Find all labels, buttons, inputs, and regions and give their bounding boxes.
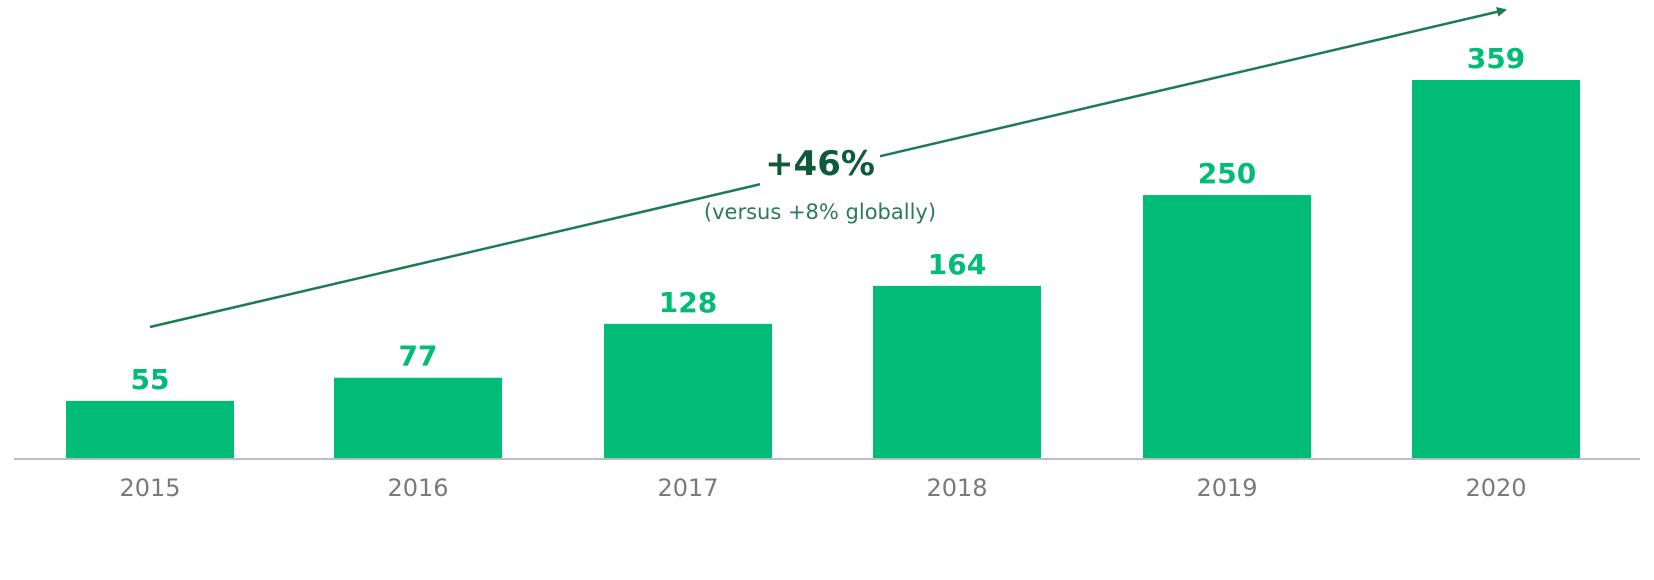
bar-2019 — [1143, 195, 1311, 459]
value-label-2017: 128 — [659, 286, 717, 319]
x-tick-label-2019: 2019 — [1196, 474, 1257, 502]
bars-group — [66, 80, 1580, 459]
x-tick-label-2016: 2016 — [387, 474, 448, 502]
bar-2017 — [604, 323, 772, 459]
growth-annotation: +46% (versus +8% globally) — [149, 6, 1507, 329]
x-tick-label-2015: 2015 — [119, 474, 180, 502]
x-tick-label-2017: 2017 — [657, 474, 718, 502]
bar-2020 — [1412, 80, 1580, 459]
labels-group: 55 2015 77 2016 128 2017 164 2018 250 2019 359 2020 — [119, 42, 1526, 502]
value-label-2020: 359 — [1467, 42, 1525, 75]
value-label-2019: 250 — [1198, 157, 1256, 190]
bar-2015 — [66, 400, 234, 459]
x-tick-label-2020: 2020 — [1465, 474, 1526, 502]
growth-comparison-note: (versus +8% globally) — [704, 200, 936, 224]
bar-2016 — [334, 377, 502, 459]
value-label-2016: 77 — [399, 340, 438, 373]
value-label-2018: 164 — [928, 248, 986, 281]
value-label-2015: 55 — [131, 363, 170, 396]
growth-percentage-label: +46% — [765, 144, 875, 184]
growth-label-backdrop — [760, 138, 880, 188]
x-tick-label-2018: 2018 — [926, 474, 987, 502]
bar-2018 — [873, 285, 1041, 459]
